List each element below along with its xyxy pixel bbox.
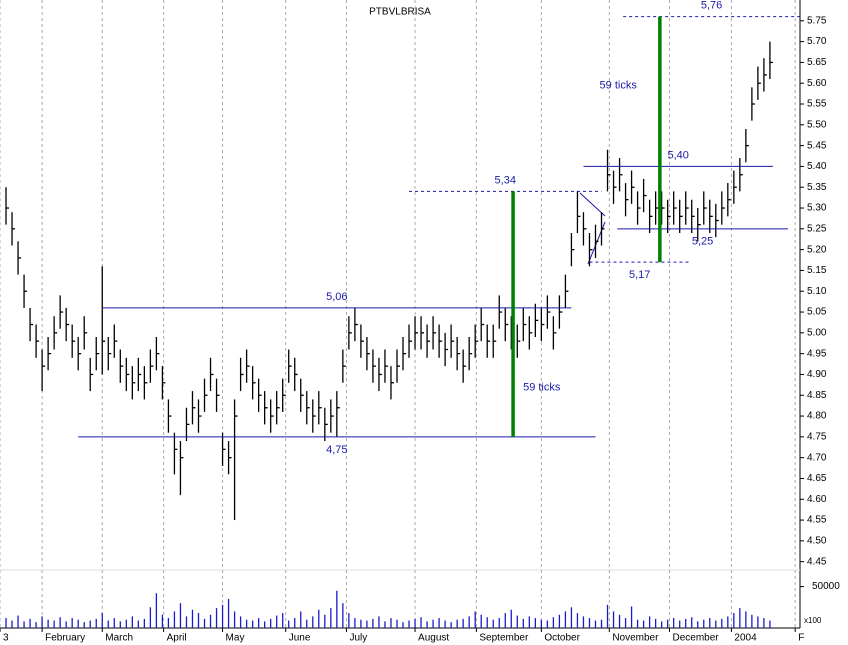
x-tick-label: June	[289, 633, 311, 644]
level-label: 5,40	[667, 149, 688, 161]
x-tick-label: F	[798, 633, 804, 644]
y-tick-label: 4.60	[807, 494, 827, 505]
y-tick-label: 5.40	[807, 161, 827, 172]
x-tick-label: October	[544, 633, 580, 644]
y-tick-label: 5.00	[807, 327, 827, 338]
y-tick-label: 5.60	[807, 78, 827, 89]
y-tick-label: 5.25	[807, 223, 827, 234]
y-tick-label: 5.45	[807, 140, 827, 151]
y-tick-label: 5.35	[807, 182, 827, 193]
y-tick-label: 5.75	[807, 15, 827, 26]
level-label: 4,75	[326, 444, 347, 456]
x-tick-label: May	[226, 633, 245, 644]
level-label: 5,17	[629, 269, 650, 281]
y-tick-label: 4.45	[807, 556, 827, 567]
x-tick-label: March	[105, 633, 133, 644]
level-label: 5,06	[326, 291, 347, 303]
x-tick-label: September	[479, 633, 529, 644]
x-tick-label: April	[167, 633, 187, 644]
y-tick-label: 4.85	[807, 390, 827, 401]
y-tick-label: 4.50	[807, 536, 827, 547]
y-tick-label: 4.90	[807, 369, 827, 380]
triangle-edge	[579, 192, 606, 217]
y-tick-label: 5.65	[807, 57, 827, 68]
x-tick-label: 3	[3, 633, 9, 644]
y-tick-label: 5.70	[807, 36, 827, 47]
x-tick-label: August	[418, 633, 449, 644]
y-tick-label: 5.05	[807, 307, 827, 318]
level-label: 5,25	[692, 236, 713, 248]
x-tick-label: July	[349, 633, 367, 644]
y-tick-label: 5.20	[807, 244, 827, 255]
y-tick-label: 5.15	[807, 265, 827, 276]
y-tick-label: 5.30	[807, 203, 827, 214]
span-label: 59 ticks	[523, 382, 561, 394]
y-tick-label: 5.10	[807, 286, 827, 297]
y-tick-label: 4.75	[807, 432, 827, 443]
level-label: 5,34	[495, 174, 516, 186]
x-tick-label: November	[612, 633, 659, 644]
y-tick-label: 4.95	[807, 348, 827, 359]
y-tick-label: 4.65	[807, 473, 827, 484]
x-tick-label: December	[672, 633, 719, 644]
y-tick-label: 4.80	[807, 411, 827, 422]
x-tick-label: 2004	[734, 633, 757, 644]
x-tick-label: February	[45, 633, 85, 644]
level-label: 5,76	[701, 0, 722, 12]
chart-title: PTBVLBRISA	[369, 7, 431, 18]
y-tick-label: 4.70	[807, 452, 827, 463]
span-label: 59 ticks	[600, 79, 638, 91]
volume-tick-label: 50000	[812, 581, 840, 592]
y-tick-label: 4.55	[807, 515, 827, 526]
y-tick-label: 5.50	[807, 119, 827, 130]
y-tick-label: 5.55	[807, 99, 827, 110]
volume-unit: x100	[804, 616, 822, 625]
